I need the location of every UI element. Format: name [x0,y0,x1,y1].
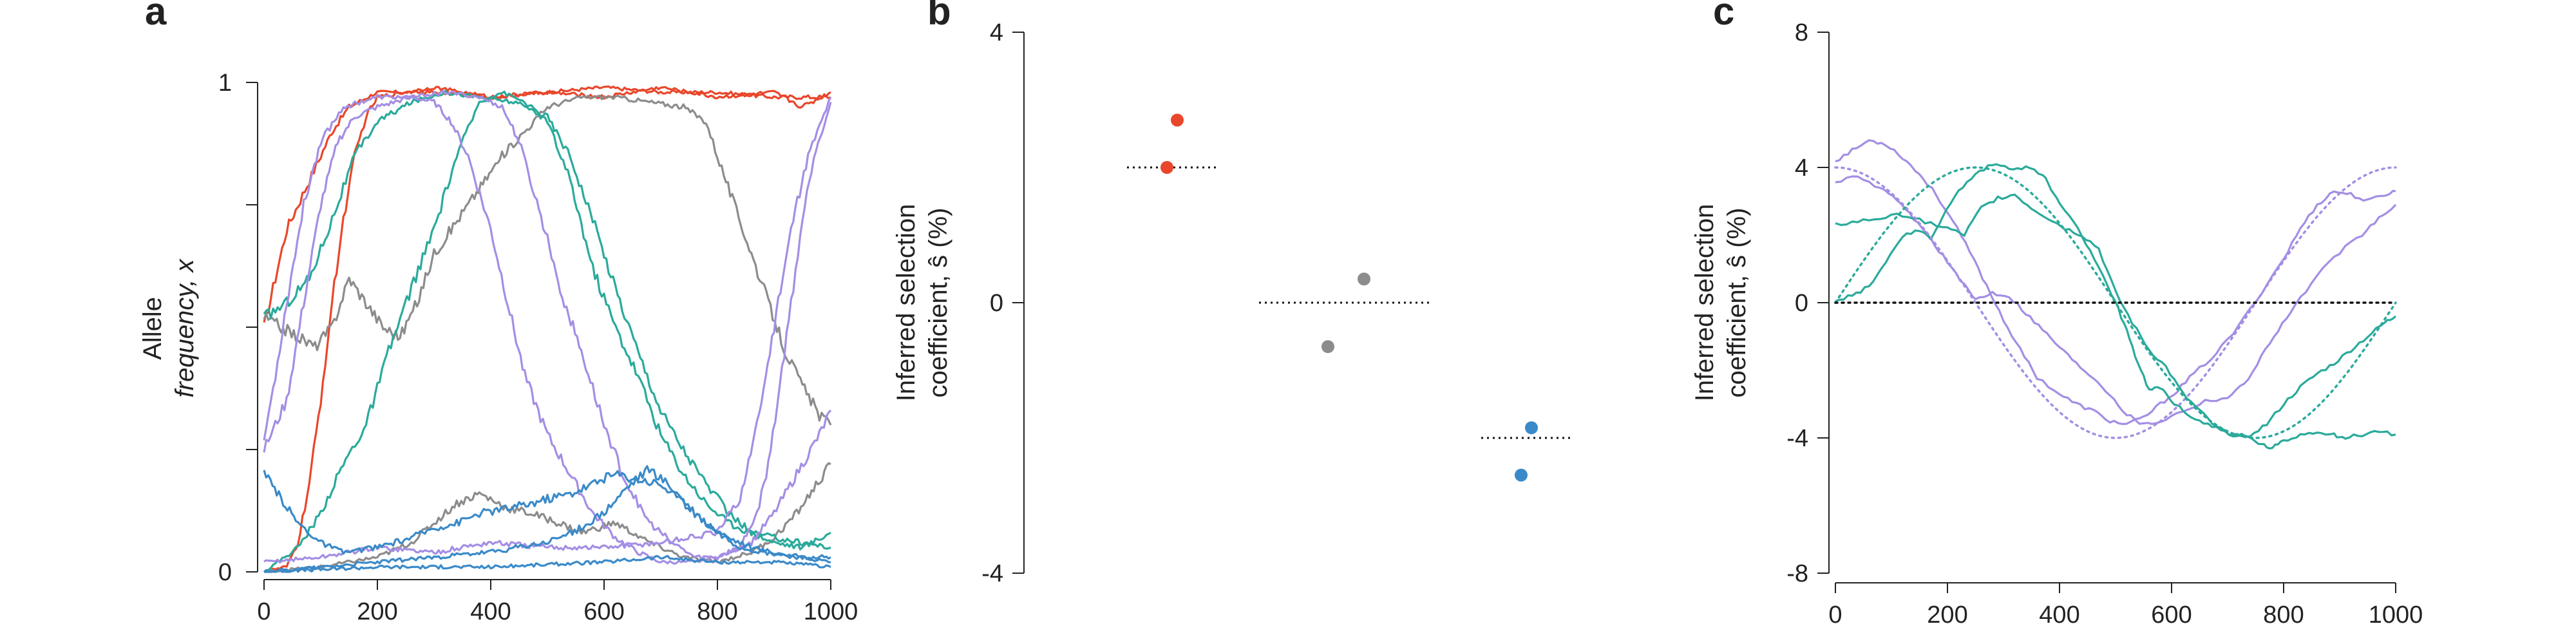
panel-a-x-tick-label: 800 [697,598,737,625]
panel-a-letter: a [145,0,167,33]
panel-b-axes: -4 0 4 [981,19,1025,587]
panel-a-y-axis-title-line2: frequency, x [171,258,199,398]
panel-b-inferred-point [1321,340,1334,354]
panel-b-y-axis-title-line1: Inferred selection [892,204,920,402]
panel-b-marks [1127,113,1571,482]
panel-c-x-tick-label: 800 [2263,601,2304,629]
panel-b-y-tick-label: 4 [990,19,1003,46]
panel-c-y-tick-label: -4 [1786,425,1808,452]
panel-a-x-tick-label: 1000 [804,598,858,625]
panel-c-x-tick-label: 1000 [2369,601,2423,629]
panel-b-inferred-point [1358,272,1370,286]
panel-a-allele-frequency: a Allele frequency, x 0 1 0 200 400 600 800 100… [138,0,858,625]
panel-b-inferred-point [1160,161,1173,174]
panel-c-true-selection-teal [1834,166,2397,439]
panel-b-inferred-point [1515,468,1528,482]
panel-c-axes: -8 -4 0 4 8 0 200 400 600 800 1000 [1786,19,2423,629]
panel-a-x-tick-label: 600 [583,598,624,625]
panel-c-x-tick-label: 0 [1828,601,1842,629]
panel-a-trajectory-teal [263,90,831,550]
panel-c-y-axis-title-line1: Inferred selection [1690,204,1719,402]
panel-a-x-tick-label: 200 [357,598,397,625]
panel-c-time-varying-selection: c Inferred selection coefficient, ŝ (%) … [1690,0,2423,629]
panel-b-inferred-point [1171,113,1184,127]
panel-c-inferred-teal [1835,193,2397,438]
panel-c-inferred-purple [1835,175,2397,425]
panel-c-y-tick-label: 0 [1795,290,1808,317]
panel-a-trajectory-blue [263,469,831,560]
panel-c-y-tick-label: 4 [1795,155,1808,182]
panel-c-lines [1834,139,2397,450]
panel-b-y-axis-title: Inferred selection coefficient, ŝ (%) [892,204,952,402]
panel-c-x-tick-label: 600 [2151,601,2192,629]
panel-a-y-axis-title-line1: Allele [138,297,167,360]
panel-c-y-tick-label: -8 [1786,560,1808,587]
panel-a-axes: 0 1 0 200 400 600 800 1000 [218,70,858,625]
panel-c-inferred-teal [1835,163,2396,450]
panel-a-y-tick-label: 0 [218,559,232,586]
panel-a-trajectory-gray [263,462,831,573]
panel-a-lines [263,85,832,573]
panel-a-trajectory-purple [263,90,832,560]
panel-b-y-tick-label: -4 [981,560,1003,587]
panel-c-y-axis-title-line2: coefficient, ŝ (%) [1723,208,1751,398]
panel-a-trajectory-gray [263,94,832,426]
panel-c-y-axis-title: Inferred selection coefficient, ŝ (%) [1690,204,1751,402]
panel-b-y-axis-title-line2: coefficient, ŝ (%) [924,208,952,398]
panel-a-trajectory-teal [263,90,831,573]
panel-a-trajectory-blue [264,554,831,573]
panel-c-x-tick-label: 200 [1927,601,1967,629]
panel-a-trajectory-red [263,86,831,573]
panel-c-letter: c [1713,0,1734,33]
panel-a-x-tick-label: 0 [257,598,270,625]
panel-a-trajectory-blue [263,465,831,573]
panel-c-x-tick-label: 400 [2039,601,2079,629]
panel-b-y-tick-label: 0 [990,290,1003,317]
panel-b-letter: b [927,0,951,33]
panel-b-inferred-vs-true: b Inferred selection coefficient, ŝ (%) … [892,0,1571,587]
panel-a-trajectory-purple [263,95,832,565]
panel-c-inferred-purple [1835,139,2396,425]
panel-a-x-tick-label: 400 [470,598,511,625]
panel-a-y-axis-title: Allele frequency, x [138,258,199,398]
panel-c-y-tick-label: 8 [1795,19,1808,46]
panel-a-y-tick-label: 1 [218,70,232,97]
panel-b-inferred-point [1525,421,1538,435]
